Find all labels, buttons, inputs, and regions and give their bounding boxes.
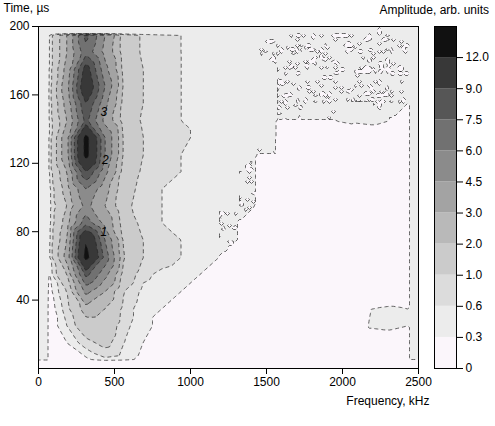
svg-text:1000: 1000 [177, 375, 204, 389]
svg-text:Time, µs: Time, µs [4, 1, 50, 15]
svg-text:2.0: 2.0 [466, 237, 483, 251]
svg-text:0: 0 [35, 375, 42, 389]
svg-text:0.6: 0.6 [466, 299, 483, 313]
svg-text:500: 500 [104, 375, 124, 389]
svg-text:4.5: 4.5 [466, 175, 483, 189]
svg-text:3.0: 3.0 [466, 206, 483, 220]
svg-text:2000: 2000 [329, 375, 356, 389]
svg-text:9.0: 9.0 [466, 82, 483, 96]
svg-text:2: 2 [101, 153, 109, 167]
svg-text:1500: 1500 [253, 375, 280, 389]
svg-text:200: 200 [9, 19, 29, 33]
svg-text:120: 120 [9, 156, 29, 170]
svg-text:1.0: 1.0 [466, 268, 483, 282]
svg-text:12.0: 12.0 [466, 50, 490, 64]
svg-text:2500: 2500 [405, 375, 432, 389]
svg-text:1: 1 [101, 225, 108, 239]
svg-text:40: 40 [16, 293, 30, 307]
svg-text:80: 80 [16, 225, 30, 239]
svg-text:0: 0 [466, 361, 473, 375]
svg-text:0.3: 0.3 [466, 330, 483, 344]
svg-text:Frequency, kHz: Frequency, kHz [346, 394, 429, 408]
svg-text:7.5: 7.5 [466, 113, 483, 127]
svg-text:160: 160 [9, 88, 29, 102]
svg-text:3: 3 [101, 105, 108, 119]
html-text:Amplitude, arb. units: Amplitude, arb. units [379, 3, 489, 17]
svg-text:6.0: 6.0 [466, 144, 483, 158]
